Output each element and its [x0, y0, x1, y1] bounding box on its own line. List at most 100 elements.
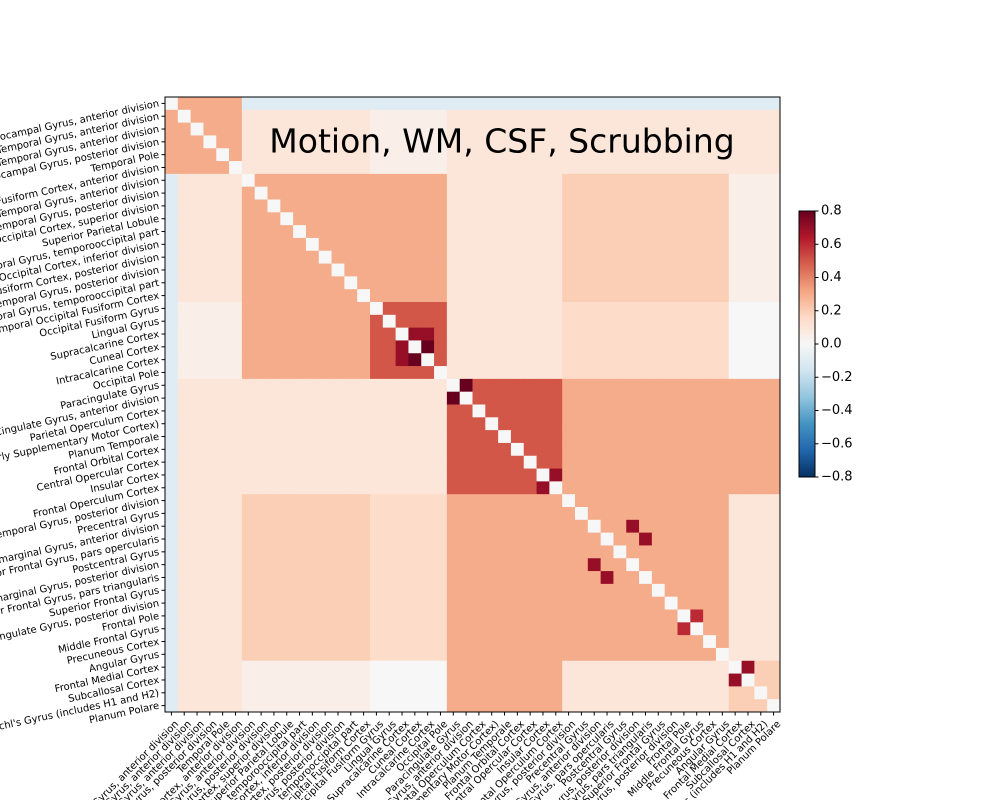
heatmap-cell	[331, 340, 345, 354]
heatmap-cell	[767, 417, 781, 431]
heatmap-cell	[600, 366, 614, 380]
heatmap-cell	[216, 135, 230, 149]
heatmap-cell	[562, 686, 576, 700]
heatmap-cell	[267, 583, 281, 598]
heatmap-cell	[421, 122, 435, 136]
heatmap-cell	[677, 545, 691, 559]
heatmap-cell	[344, 673, 358, 687]
heatmap-cell	[190, 519, 204, 534]
heatmap-cell	[357, 494, 371, 508]
heatmap-cell	[382, 225, 397, 239]
heatmap-cell	[600, 519, 614, 534]
heatmap-cell	[575, 686, 589, 700]
heatmap-cell	[703, 622, 717, 636]
heatmap-cell	[485, 455, 499, 469]
heatmap-cell	[229, 289, 243, 303]
heatmap-cell	[305, 494, 320, 508]
heatmap-cell	[293, 391, 307, 405]
heatmap-cell	[267, 545, 281, 559]
heatmap-cell	[741, 161, 755, 175]
heatmap-cell	[293, 507, 307, 521]
heatmap-cell	[190, 635, 204, 649]
heatmap-cell	[190, 571, 204, 585]
heatmap-cell	[728, 622, 742, 636]
heatmap-cell	[587, 545, 602, 559]
heatmap-cell	[728, 455, 742, 469]
heatmap-cell	[165, 378, 179, 393]
heatmap-cell	[523, 199, 537, 213]
heatmap-cell	[331, 122, 345, 136]
heatmap-cell	[434, 186, 448, 200]
heatmap-cell	[600, 673, 614, 687]
heatmap-cell	[280, 109, 294, 124]
heatmap-cell	[318, 430, 332, 444]
heatmap-cell	[280, 430, 294, 444]
heatmap-cell	[203, 430, 217, 444]
heatmap-cell	[331, 686, 345, 700]
heatmap-cell	[305, 327, 320, 341]
heatmap-cell	[280, 212, 294, 226]
heatmap-cell	[459, 276, 473, 290]
heatmap-cell	[241, 263, 256, 277]
heatmap-cell	[254, 340, 268, 354]
heatmap-cell	[626, 250, 640, 264]
heatmap-cell	[395, 686, 409, 700]
heatmap-cell	[715, 532, 730, 546]
heatmap-cell	[190, 97, 204, 111]
heatmap-cell	[677, 289, 691, 303]
heatmap-cell	[344, 660, 358, 674]
heatmap-cell	[715, 468, 730, 482]
heatmap-cell	[203, 404, 217, 418]
heatmap-cell	[690, 647, 704, 662]
heatmap-cell	[677, 660, 691, 674]
heatmap-cell	[498, 545, 512, 559]
heatmap-cell	[229, 596, 243, 610]
heatmap-cell	[664, 660, 678, 674]
heatmap-cell	[575, 558, 589, 572]
heatmap-cell	[408, 161, 422, 175]
heatmap-cell	[510, 391, 525, 405]
heatmap-cell	[587, 391, 602, 405]
heatmap-cell	[395, 455, 409, 469]
heatmap-cell	[382, 378, 397, 393]
heatmap-cell	[177, 494, 192, 508]
heatmap-cell	[395, 314, 409, 329]
heatmap-cell	[382, 468, 397, 482]
heatmap-cell	[344, 481, 358, 495]
heatmap-cell	[741, 314, 755, 329]
heatmap-cell	[395, 97, 409, 111]
heatmap-cell	[446, 455, 461, 469]
heatmap-cell	[741, 122, 755, 136]
heatmap-cell	[485, 404, 499, 418]
heatmap-cell	[408, 237, 422, 252]
heatmap-cell	[523, 263, 537, 277]
heatmap-cell	[254, 199, 268, 213]
heatmap-cell	[344, 250, 358, 264]
heatmap-cell	[651, 571, 666, 585]
heatmap-cell	[203, 199, 217, 213]
heatmap-cell	[203, 532, 217, 546]
heatmap-cell	[318, 327, 332, 341]
heatmap-cell	[690, 378, 704, 393]
heatmap-cell	[536, 635, 550, 649]
heatmap-cell	[280, 404, 294, 418]
heatmap-cell	[459, 378, 473, 393]
heatmap-cell	[293, 647, 307, 662]
heatmap-cell	[190, 545, 204, 559]
heatmap-cell	[536, 596, 550, 610]
heatmap-cell	[626, 212, 640, 226]
heatmap-cell	[344, 263, 358, 277]
heatmap-cell	[639, 353, 653, 367]
heatmap-cell	[575, 340, 589, 354]
heatmap-cell	[485, 442, 499, 457]
heatmap-cell	[626, 237, 640, 252]
heatmap-cell	[395, 109, 409, 124]
heatmap-cell	[446, 391, 461, 405]
heatmap-cell	[715, 647, 730, 662]
heatmap-cell	[741, 109, 755, 124]
heatmap-cell	[523, 289, 537, 303]
heatmap-cell	[472, 507, 486, 521]
heatmap-cell	[421, 378, 435, 393]
heatmap-cell	[241, 583, 256, 598]
heatmap-cell	[203, 519, 217, 534]
